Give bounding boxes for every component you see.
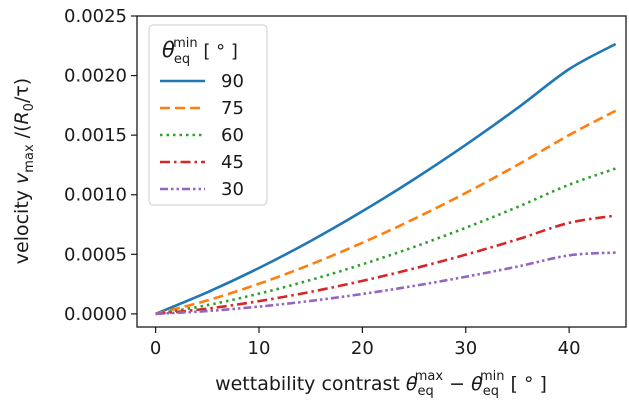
- x-label-unit: [ ° ]: [504, 373, 546, 395]
- x-label-theta-min-sub: eq: [483, 384, 499, 399]
- legend: θeqmin [ ° ] 90 75 60 45 30: [148, 24, 268, 206]
- x-tick-label: 0: [150, 338, 161, 359]
- y-tick-label: 0.0000: [64, 304, 127, 325]
- legend-title-subscript: eq: [174, 52, 190, 67]
- y-axis-ticks: 0.0000 0.0005 0.0010 0.0015 0.0020 0.0025: [64, 6, 137, 325]
- x-tick-label: 20: [351, 338, 374, 359]
- y-label-r-sub: 0: [22, 103, 37, 111]
- series-line-30: [155, 251, 616, 316]
- x-label-theta-min: θ: [471, 373, 483, 395]
- x-label-theta-max-sub: eq: [418, 384, 434, 399]
- x-axis-label: wettability contrast θeqmax − θeqmin [ °…: [215, 369, 547, 399]
- series-line-60: [155, 167, 617, 316]
- y-label-r: R: [11, 111, 33, 124]
- legend-title-theta: θ: [162, 38, 175, 62]
- legend-title-superscript: min: [173, 36, 198, 51]
- x-tick-label: 30: [454, 338, 477, 359]
- legend-label-45: 45: [221, 152, 244, 173]
- x-label-theta-max: θ: [406, 373, 418, 395]
- y-tick-label: 0.0005: [64, 244, 127, 265]
- series-line-45: [155, 214, 616, 316]
- y-axis-label: velocity vmax /(R0/τ): [11, 78, 37, 264]
- y-label-mid: /(: [11, 125, 33, 145]
- legend-box: [148, 24, 268, 206]
- y-label-v-sub: max: [22, 144, 37, 173]
- y-tick-label: 0.0020: [64, 66, 127, 87]
- x-label-theta-min-sup: min: [480, 369, 505, 384]
- y-tick-label: 0.0010: [64, 185, 127, 206]
- legend-label-30: 30: [221, 179, 244, 200]
- legend-title-unit: [ ° ]: [198, 41, 238, 62]
- x-tick-label: 10: [248, 338, 271, 359]
- legend-label-60: 60: [221, 125, 244, 146]
- x-label-theta-max-sup: max: [415, 369, 444, 384]
- y-tick-label: 0.0025: [64, 6, 127, 27]
- series-line-75: [155, 109, 617, 316]
- x-axis-ticks: 0 10 20 30 40: [150, 327, 581, 359]
- y-tick-label: 0.0015: [64, 125, 127, 146]
- y-label-suffix: /τ): [11, 78, 33, 103]
- series-line-90: [155, 42, 617, 316]
- x-label-minus: −: [443, 373, 471, 395]
- x-label-prefix: wettability contrast: [215, 373, 406, 395]
- legend-label-90: 90: [221, 71, 244, 92]
- x-tick-label: 40: [558, 338, 581, 359]
- legend-label-75: 75: [221, 98, 244, 119]
- legend-title: θeqmin [ ° ]: [162, 36, 238, 67]
- y-label-v: v: [11, 172, 33, 184]
- curves-layer: [155, 42, 617, 316]
- legend-entries: 90 75 60 45 30: [160, 71, 244, 200]
- plot-frame: [136, 15, 627, 328]
- y-label-prefix: velocity: [11, 184, 33, 264]
